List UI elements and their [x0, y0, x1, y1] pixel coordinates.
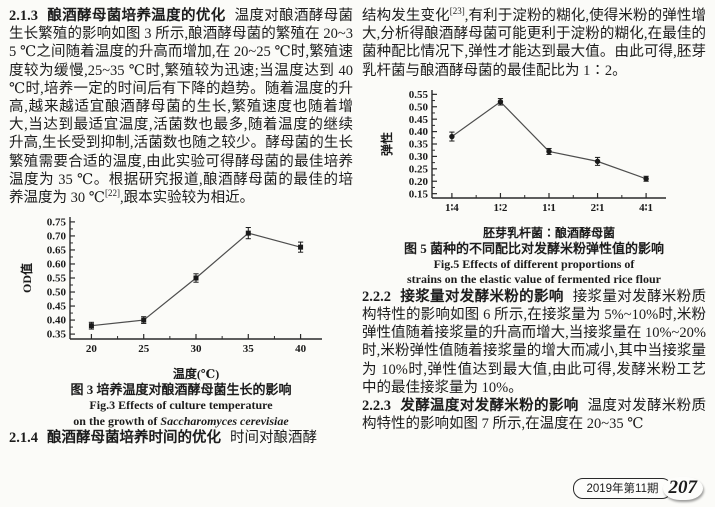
paragraph-text: 结构发生变化	[362, 8, 450, 24]
svg-text:0.50: 0.50	[47, 287, 67, 299]
section-body-tail: ,跟本实验较为相近。	[119, 190, 255, 207]
figure3-caption-en1: Fig.3 Effects of culture temperature	[89, 398, 273, 413]
continued-paragraph: 结构发生变化[23],有利于淀粉的糊化,使得米粉的弹性增大,分析得酿酒酵母菌可能…	[362, 7, 706, 80]
section-number: 2.2.3	[362, 398, 391, 415]
svg-text:0.30: 0.30	[409, 151, 429, 163]
figure5-caption-en2: strains on the elastic value of fermente…	[407, 272, 661, 287]
figure-3-caption: 图 3 培养温度对酿酒酵母菌生长的影响 Fig.3 Effects of cul…	[9, 382, 353, 429]
section-number: 2.1.4	[9, 430, 38, 447]
page-footer: 2019年第11期 207	[573, 477, 703, 500]
section-body: 温度对酿酒酵母菌生长繁殖的影响如图 3 所示,酿酒酵母菌的繁殖在 20~35 ℃…	[9, 8, 354, 207]
svg-text:0.40: 0.40	[409, 126, 429, 138]
issue-label: 2019年第11期	[573, 478, 672, 499]
figure3-caption-zh: 图 3 培养温度对酿酒酵母菌生长的影响	[70, 382, 292, 398]
figure3-caption-en2: on the growth of Saccharomyces cerevisia…	[9, 414, 353, 430]
svg-text:0.35: 0.35	[47, 329, 67, 341]
figure3-od-vs-temperature-line-chart: 0.35 0.40 0.45 0.50 0.55 0.60 0.65 0.70 0.75 20 25…	[20, 217, 322, 381]
svg-text:0.65: 0.65	[47, 245, 67, 257]
section-number: 2.2.2	[362, 288, 391, 305]
section-2-2-3-paragraph: 2.2.3 发酵温度对发酵米粉的影响 温度对发酵米粉质构特性的影响如图 7 所示,在…	[362, 397, 706, 433]
citation-ref: [23]	[449, 6, 465, 17]
paragraph-text-tail: ,有利于淀粉的糊化,使得米粉的弹性增大,分析得酿酒酵母菌可能更利于淀粉的糊化,在…	[362, 8, 706, 79]
svg-text:0.45: 0.45	[409, 114, 429, 126]
two-column-layout: 2.1.3 酿酒酵母菌培养温度的优化 温度对酿酒酵母菌生长繁殖的影响如图 3 所示,…	[9, 7, 706, 447]
svg-text:40: 40	[295, 343, 307, 355]
svg-text:0.35: 0.35	[409, 138, 429, 150]
svg-text:温度(℃): 温度(℃)	[173, 366, 219, 381]
svg-text:0.15: 0.15	[409, 188, 429, 200]
svg-text:1∶4: 1∶4	[445, 202, 459, 214]
species-name: Saccharomyces cerevisiae	[160, 413, 289, 428]
svg-text:4∶1: 4∶1	[639, 202, 653, 214]
section-number: 2.1.3	[9, 8, 38, 24]
section-2-1-3-paragraph: 2.1.3 酿酒酵母菌培养温度的优化 温度对酿酒酵母菌生长繁殖的影响如图 3 所示,…	[9, 7, 353, 207]
svg-text:20: 20	[86, 343, 98, 355]
svg-text:0.50: 0.50	[409, 101, 429, 113]
svg-text:0.20: 0.20	[409, 176, 429, 188]
section-2-2-2-paragraph: 2.2.2 接浆量对发酵米粉的影响 接浆量对发酵米粉质构特性的影响如图 6 所示,在…	[362, 288, 706, 397]
figure-3: 0.35 0.40 0.45 0.50 0.55 0.60 0.65 0.70 0.75 20 25…	[9, 209, 353, 429]
caption-text: on the growth of	[73, 413, 161, 428]
figure-5-caption: 图 5 菌种的不同配比对发酵米粉弹性值的影响 Fig.5 Effects of …	[362, 241, 706, 288]
svg-text:25: 25	[138, 343, 150, 355]
svg-text:2∶1: 2∶1	[591, 202, 605, 214]
figure5-elasticity-vs-ratio-line-chart: 0.150.200.250.300.350.400.450.500.55 1∶4 1…	[380, 89, 666, 240]
section-heading: 酿酒酵母菌培养温度的优化	[47, 8, 226, 24]
section-body: 温度对发酵米粉质构特性的影响如图 7 所示,在温度在 20~35 ℃	[362, 398, 707, 433]
section-body: 时间对酿酒酵	[230, 430, 317, 447]
figure5-caption-en1: Fig.5 Effects of different proportions o…	[433, 256, 635, 271]
section-heading: 发酵温度对发酵米粉的影响	[400, 398, 579, 415]
svg-text:30: 30	[191, 343, 203, 355]
section-heading: 酿酒酵母菌培养时间的优化	[47, 430, 221, 447]
svg-text:胚芽乳杆菌∶酿酒酵母菌: 胚芽乳杆菌∶酿酒酵母菌	[483, 225, 615, 240]
svg-text:OD值: OD值	[20, 263, 34, 293]
svg-text:1∶1: 1∶1	[542, 202, 556, 214]
figure5-caption-zh: 图 5 菌种的不同配比对发酵米粉弹性值的影响	[403, 240, 664, 256]
svg-text:0.60: 0.60	[47, 259, 67, 271]
svg-text:0.40: 0.40	[47, 315, 67, 327]
svg-text:0.55: 0.55	[409, 89, 429, 101]
svg-text:0.70: 0.70	[47, 231, 67, 243]
page-number: 207	[662, 477, 703, 500]
svg-text:0.75: 0.75	[47, 217, 67, 229]
svg-text:0.55: 0.55	[47, 273, 67, 285]
figure-5: 0.15 0.20 0.25 0.30 0.35 0.40 0.45 0.50 0.55 1∶4 1…	[362, 82, 706, 288]
left-column: 2.1.3 酿酒酵母菌培养温度的优化 温度对酿酒酵母菌生长繁殖的影响如图 3 所示,…	[9, 7, 353, 447]
section-body: 接浆量对发酵米粉质构特性的影响如图 6 所示,在接浆量为 5%~10%时,米粉弹…	[362, 288, 707, 396]
svg-text:1∶2: 1∶2	[494, 202, 508, 214]
svg-text:0.25: 0.25	[409, 163, 429, 175]
section-2-1-4-paragraph: 2.1.4 酿酒酵母菌培养时间的优化 时间对酿酒酵	[9, 429, 353, 447]
right-column: 结构发生变化[23],有利于淀粉的糊化,使得米粉的弹性增大,分析得酿酒酵母菌可能…	[362, 7, 706, 447]
citation-ref: [22]	[104, 188, 120, 199]
svg-text:35: 35	[243, 343, 255, 355]
svg-text:弹性: 弹性	[380, 132, 394, 156]
svg-text:0.45: 0.45	[47, 301, 67, 313]
section-heading: 接浆量对发酵米粉的影响	[400, 288, 564, 305]
